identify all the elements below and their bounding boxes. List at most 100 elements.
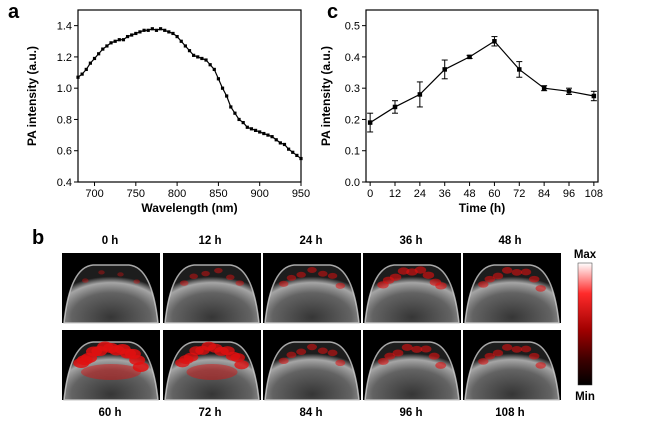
pa-signal bbox=[230, 353, 245, 363]
pa-signal bbox=[511, 345, 523, 353]
data-point bbox=[492, 39, 497, 44]
data-point bbox=[392, 104, 398, 110]
pa-signal bbox=[484, 352, 496, 360]
pa-signal bbox=[335, 359, 346, 367]
skin-edge bbox=[364, 341, 460, 401]
data-point bbox=[566, 89, 572, 94]
x-tick-label: 12 bbox=[389, 188, 401, 200]
pa-signal bbox=[214, 267, 223, 274]
data-point bbox=[158, 27, 163, 31]
y-tick-label: 0.4 bbox=[345, 52, 360, 64]
time-label: 96 h bbox=[399, 407, 422, 419]
data-point bbox=[270, 135, 274, 139]
skin-edge bbox=[164, 264, 260, 324]
time-label: 36 h bbox=[399, 235, 422, 247]
pa-signal bbox=[520, 345, 532, 353]
x-axis-label: Wavelength (nm) bbox=[141, 201, 237, 215]
skin-edge bbox=[164, 341, 260, 401]
colorbar-min-label: Min bbox=[575, 391, 595, 403]
pa-signal bbox=[117, 272, 124, 277]
pa-signal bbox=[384, 352, 396, 360]
data-point bbox=[467, 54, 472, 60]
skin-edge bbox=[63, 264, 159, 324]
pa-signal bbox=[179, 280, 189, 286]
pa-signal bbox=[478, 358, 489, 365]
pa-signal bbox=[484, 275, 496, 283]
pa-signal bbox=[492, 272, 504, 280]
pa-signal bbox=[397, 267, 410, 275]
data-point bbox=[179, 39, 183, 43]
pa-signal bbox=[392, 349, 404, 357]
plot-frame bbox=[77, 9, 302, 183]
data-point bbox=[146, 28, 150, 32]
pa-signal bbox=[414, 266, 427, 274]
data-point bbox=[258, 130, 262, 134]
x-tick-label: 96 bbox=[563, 188, 575, 200]
series-line bbox=[369, 40, 594, 124]
data-point bbox=[282, 142, 287, 147]
pa-signal bbox=[318, 270, 328, 277]
time-label: 0 h bbox=[102, 235, 119, 247]
data-point bbox=[253, 128, 258, 132]
pa-signal bbox=[520, 268, 532, 276]
pa-signal bbox=[389, 273, 402, 281]
x-tick-label: 800 bbox=[168, 188, 186, 200]
colorbar bbox=[577, 262, 593, 386]
pa-signal bbox=[286, 351, 297, 359]
x-tick-label: 700 bbox=[85, 188, 103, 200]
data-point bbox=[80, 72, 84, 76]
x-tick-label: 36 bbox=[439, 188, 451, 200]
x-tick-label: 750 bbox=[127, 188, 145, 200]
data-point bbox=[171, 31, 175, 36]
chart-a: 700 750 800 850 900 950 0.4 0.6 0.8 1.0 1.2 1.4 Wave… bbox=[25, 9, 310, 215]
y-tick-label: 0.1 bbox=[345, 146, 360, 158]
data-point bbox=[216, 77, 221, 81]
data-point bbox=[109, 41, 113, 45]
y-tick-label: 0.6 bbox=[57, 146, 72, 158]
pa-signal bbox=[234, 360, 249, 370]
pa-signal bbox=[226, 274, 235, 281]
colorbar-max-label: Max bbox=[574, 249, 597, 261]
pa-signal bbox=[286, 274, 297, 281]
data-point bbox=[208, 63, 212, 67]
data-point bbox=[541, 85, 547, 91]
pa-signal bbox=[296, 271, 306, 278]
data-point bbox=[417, 92, 423, 97]
y-tick-label: 0.0 bbox=[345, 177, 360, 189]
data-point bbox=[130, 33, 134, 37]
pa-signal bbox=[411, 345, 423, 353]
data-point bbox=[278, 141, 282, 145]
pa-signal bbox=[535, 362, 546, 369]
skin-edge bbox=[364, 264, 460, 324]
pa-signal bbox=[535, 285, 546, 292]
x-tick-label: 950 bbox=[292, 188, 310, 200]
y-tick-label: 1.4 bbox=[57, 21, 72, 33]
data-point bbox=[76, 75, 80, 79]
pa-signal bbox=[201, 270, 210, 277]
tissue-region bbox=[64, 265, 158, 323]
data-point bbox=[299, 156, 303, 161]
skin-edge bbox=[464, 264, 560, 324]
time-label: 108 h bbox=[495, 407, 524, 419]
x-tick-label: 72 bbox=[513, 188, 525, 200]
data-point bbox=[249, 127, 254, 131]
data-point bbox=[105, 44, 109, 48]
pa-signal bbox=[435, 361, 447, 369]
data-point bbox=[138, 30, 142, 34]
pa-signal bbox=[511, 268, 523, 276]
data-point bbox=[262, 131, 266, 136]
data-point bbox=[187, 49, 192, 53]
pa-signal bbox=[327, 272, 338, 279]
pa-signal bbox=[428, 352, 440, 360]
x-tick-label: 0 bbox=[367, 188, 373, 200]
y-axis-label: PA intensity (a.u.) bbox=[25, 46, 39, 146]
pa-signal bbox=[501, 266, 513, 274]
data-point bbox=[367, 120, 373, 125]
plot-frame bbox=[365, 9, 599, 183]
data-point bbox=[101, 47, 105, 51]
data-point bbox=[517, 67, 522, 72]
pa-signal bbox=[186, 364, 238, 380]
panel-c-letter: c bbox=[327, 1, 338, 23]
data-point bbox=[97, 52, 101, 56]
pa-signal bbox=[278, 357, 289, 365]
